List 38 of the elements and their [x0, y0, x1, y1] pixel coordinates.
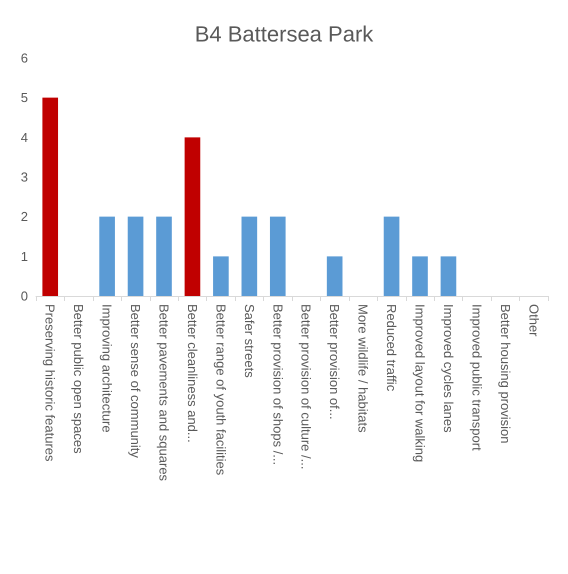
bar — [384, 216, 400, 296]
x-tick-label: Reduced traffic — [384, 304, 400, 392]
x-tick-label: Better provision of shops /... — [270, 304, 286, 466]
bar — [184, 137, 200, 296]
bar — [440, 256, 456, 296]
bar — [156, 216, 172, 296]
bar — [326, 256, 342, 296]
x-tick-label: Improving architecture — [100, 304, 115, 433]
bar — [213, 256, 229, 296]
x-tick-label: Preserving historic features — [42, 304, 58, 462]
bar — [270, 216, 286, 296]
x-tick-label: Better housing provision — [498, 304, 513, 444]
x-tick-label: Other — [526, 304, 542, 338]
x-tick-label: Better public open spaces — [71, 304, 86, 454]
x-tick-label: Better range of youth facilities — [213, 304, 228, 476]
y-tick-label: 0 — [20, 288, 28, 304]
y-tick-label: 3 — [20, 170, 28, 184]
bar — [412, 256, 428, 296]
y-tick-label: 5 — [20, 90, 28, 106]
x-tick-label: Improved layout for walking — [412, 304, 428, 462]
x-tick-label: Better pavements and squares — [156, 304, 172, 482]
x-tick-label: Better provision of... — [327, 304, 342, 420]
bar — [42, 98, 58, 296]
x-tick-label: Better provision of culture /... — [298, 304, 314, 470]
x-tick-label: Improved cycles lanes — [440, 304, 456, 434]
x-tick-label: More wildlife / habitats — [356, 304, 371, 434]
x-tick-label: Safer streets — [242, 304, 257, 378]
y-tick-label: 2 — [20, 209, 28, 224]
chart-title: B4 Battersea Park — [194, 22, 374, 46]
x-tick-label: Better cleanliness and... — [184, 304, 200, 443]
x-tick-label: Improved public transport — [469, 304, 484, 452]
y-tick-label: 1 — [20, 248, 28, 264]
y-tick-label: 4 — [20, 130, 28, 145]
x-tick-label: Better sense of community — [128, 304, 144, 458]
bar — [242, 216, 258, 296]
bar — [99, 216, 115, 296]
y-tick-label: 6 — [20, 50, 28, 66]
bar — [128, 216, 144, 296]
